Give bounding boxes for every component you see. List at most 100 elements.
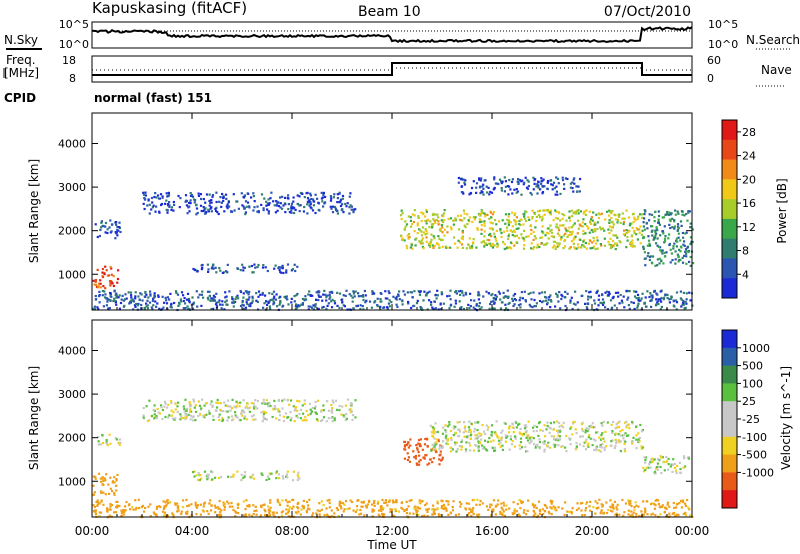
echo-cell — [651, 457, 654, 460]
echo-cell — [565, 434, 568, 438]
echo-cell — [400, 209, 403, 212]
echo-cell — [676, 502, 679, 505]
echo-cell — [432, 426, 435, 429]
echo-cell — [674, 469, 678, 472]
echo-cell — [640, 233, 643, 236]
echo-cell — [684, 465, 687, 468]
echo-cell — [464, 430, 467, 433]
echo-cell — [376, 502, 379, 505]
echo-cell — [434, 294, 437, 297]
echo-cell — [321, 299, 324, 302]
echo-cell — [364, 294, 367, 297]
echo-cell — [326, 304, 329, 307]
echo-cell — [619, 430, 622, 433]
echo-cell — [301, 297, 305, 301]
echo-cell — [662, 460, 665, 464]
echo-cell — [668, 218, 671, 221]
echo-cell — [617, 433, 620, 436]
echo-cell — [109, 442, 112, 445]
echo-cell — [513, 512, 516, 515]
echo-cell — [251, 415, 254, 418]
colorbar-tick-label: 20 — [742, 173, 756, 186]
echo-cell — [578, 443, 582, 446]
echo-cell — [212, 307, 215, 310]
echo-cell — [189, 405, 192, 408]
echo-cell — [678, 259, 681, 262]
echo-cell — [572, 237, 576, 240]
echo-cell — [278, 477, 281, 480]
echo-cell — [626, 239, 629, 242]
echo-cell — [503, 230, 506, 233]
echo-cell — [306, 191, 309, 194]
echo-cell — [500, 180, 503, 183]
echo-cell — [220, 307, 223, 310]
echo-cell — [164, 501, 167, 504]
echo-cell — [542, 300, 545, 303]
echo-cell — [281, 195, 284, 198]
echo-cell — [160, 406, 163, 409]
echo-cell — [538, 508, 541, 512]
echo-cell — [625, 434, 629, 437]
echo-cell — [520, 180, 523, 183]
echo-cell — [476, 227, 479, 230]
colorbar-tick-label: 24 — [742, 150, 756, 163]
echo-cell — [254, 399, 257, 402]
echo-cell — [467, 430, 470, 433]
echo-cell — [490, 235, 493, 238]
echo-cell — [679, 245, 683, 248]
echo-cell — [513, 244, 516, 247]
echo-cell — [644, 264, 647, 267]
echo-cell — [336, 508, 340, 511]
echo-cell — [507, 237, 510, 241]
echo-cell — [450, 303, 453, 306]
echo-cell — [660, 471, 663, 475]
echo-cell — [248, 304, 251, 307]
echo-cell — [355, 505, 359, 508]
echo-cell — [594, 223, 597, 226]
echo-cell — [269, 506, 272, 509]
echo-cell — [236, 416, 239, 419]
echo-cell — [420, 211, 423, 214]
echo-cell — [379, 305, 382, 308]
echo-cell — [352, 292, 356, 295]
echo-cell — [425, 236, 428, 239]
power-echo-layer — [92, 176, 695, 312]
echo-cell — [557, 439, 560, 442]
echo-cell — [263, 503, 266, 506]
echo-cell — [329, 205, 332, 208]
echo-cell — [586, 302, 589, 305]
colorbar-tick-label: -25 — [742, 413, 760, 426]
echo-cell — [556, 193, 559, 196]
echo-cell — [623, 421, 627, 424]
echo-cell — [416, 509, 419, 513]
echo-cell — [405, 223, 409, 226]
echo-cell — [581, 429, 584, 433]
echo-cell — [507, 215, 510, 218]
freq-label-1: Freq. — [6, 53, 36, 67]
echo-cell — [103, 290, 106, 293]
echo-cell — [107, 307, 110, 310]
echo-cell — [217, 212, 220, 216]
echo-cell — [663, 251, 666, 254]
echo-cell — [658, 223, 661, 226]
echo-cell — [643, 251, 646, 254]
echo-cell — [302, 505, 305, 508]
echo-cell — [524, 300, 527, 303]
echo-cell — [533, 235, 536, 238]
echo-cell — [279, 196, 282, 199]
echo-cell — [408, 460, 412, 463]
echo-cell — [566, 510, 569, 513]
echo-cell — [265, 204, 268, 207]
echo-cell — [540, 291, 544, 294]
echo-cell — [500, 189, 503, 192]
echo-cell — [510, 180, 514, 184]
echo-cell — [574, 428, 577, 431]
echo-cell — [170, 208, 173, 211]
echo-cell — [300, 508, 303, 511]
echo-cell — [217, 415, 220, 418]
echo-cell — [207, 208, 210, 211]
echo-cell — [345, 417, 348, 420]
echo-cell — [441, 456, 444, 459]
echo-cell — [564, 238, 567, 241]
echo-cell — [587, 227, 590, 230]
